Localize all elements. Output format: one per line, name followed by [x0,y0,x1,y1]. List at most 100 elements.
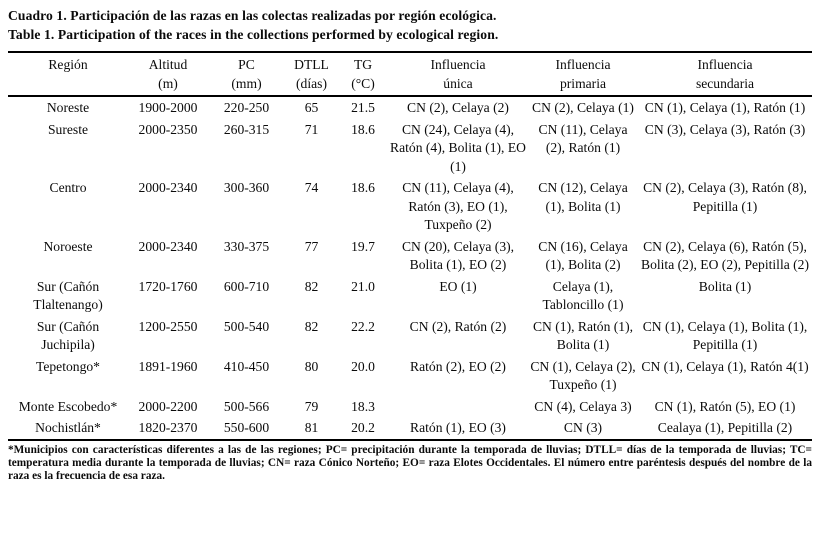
table-row-centro: Centro 2000-2340 300-360 74 18.6 CN (11)… [8,177,812,236]
cell-influencia-primaria: CN (1), Ratón (1), Bolita (1) [532,318,634,353]
cell-altitud: 2000-2350 [138,121,198,137]
header-line1: Influencia [430,57,486,72]
cell-influencia-unica: Ratón (1), EO (3) [410,420,506,435]
cell-pc: 410-450 [223,358,270,374]
cell-region: Sureste [47,121,89,137]
col-header-dtll: DTLL (días) [285,52,338,97]
header-line1: Altitud [148,57,188,72]
col-header-pc: PC (mm) [208,52,285,97]
cell-influencia-primaria: CN (12), Celaya (1), Bolita (1) [538,180,628,214]
cell-influencia-unica: CN (2), Celaya (2) [407,100,509,115]
header-line1: Influencia [697,57,753,72]
table-row-nochistlan: Nochistlán* 1820-2370 550-600 81 20.2 Ra… [8,417,812,440]
cell-influencia-primaria: CN (16), Celaya (1), Bolita (2) [538,238,628,273]
cell-dtll: 80 [304,358,319,374]
cell-pc: 260-315 [223,121,270,137]
col-header-altitud: Altitud (m) [128,52,208,97]
cell-region: Tepetongo* [36,358,100,374]
header-line2 [10,75,126,94]
header-line2: (mm) [231,75,262,91]
col-header-tg: TG (°C) [338,52,388,97]
table-row-tepetongo: Tepetongo* 1891-1960 410-450 80 20.0 Rat… [8,356,812,396]
cell-pc: 550-600 [223,420,270,435]
table-row-monte-escobedo: Monte Escobedo* 2000-2200 500-566 79 18.… [8,396,812,418]
cell-influencia-primaria: CN (11), Celaya (2), Ratón (1) [538,121,628,156]
header-line2: única [443,75,473,91]
cell-influencia-secundaria: CN (1), Ratón (5), EO (1) [654,398,796,414]
cell-region: Noreste [46,100,90,115]
cell-dtll: 74 [304,180,319,195]
cell-dtll: 71 [304,121,319,137]
cell-tg: 22.2 [351,318,375,334]
header-line2: (días) [296,75,327,91]
cell-tg: 18.3 [351,398,375,414]
cell-tg: 21.0 [351,278,375,294]
cell-influencia-secundaria: Bolita (1) [698,278,752,294]
table-row-noroeste: Noroeste 2000-2340 330-375 77 19.7 CN (2… [8,236,812,276]
cell-tg: 20.0 [351,358,375,374]
header-line1: Región [48,57,88,72]
cell-influencia-secundaria: CN (3), Celaya (3), Ratón (3) [644,121,806,137]
cell-influencia-secundaria: Cealaya (1), Pepitilla (2) [657,420,793,435]
table-footnote: *Municipios con características diferent… [8,443,812,483]
cell-dtll: 82 [304,318,319,334]
cell-pc: 330-375 [223,238,270,254]
cell-influencia-unica: EO (1) [439,278,477,294]
header-row: Región Altitud (m) PC (mm) DTLL (días) TG (°… [8,52,812,97]
cell-tg: 18.6 [351,180,375,195]
cell-influencia-secundaria: CN (1), Celaya (1), Ratón (1) [644,100,806,115]
header-line1: DTLL [294,57,329,72]
header-line1: Influencia [555,57,611,72]
cell-dtll: 79 [304,398,319,414]
cell-influencia-unica: CN (24), Celaya (4), Ratón (4), Bolita (… [390,121,526,174]
races-table: Región Altitud (m) PC (mm) DTLL (días) TG (°… [8,51,812,441]
cell-dtll: 77 [304,238,319,254]
cell-region: Monte Escobedo* [18,398,118,414]
cell-region: Centro [49,180,87,195]
table-row-sur-tlaltenango: Sur (Cañón Tlaltenango) 1720-1760 600-71… [8,276,812,316]
cell-tg: 19.7 [351,238,375,254]
cell-pc: 500-566 [223,398,270,414]
cell-dtll: 82 [304,278,319,294]
page: Cuadro 1. Participación de las razas en … [8,6,812,483]
table-caption: Cuadro 1. Participación de las razas en … [8,6,812,44]
caption-english: Table 1. Participation of the races in t… [8,27,499,42]
cell-pc: 300-360 [223,180,270,195]
cell-influencia-secundaria: CN (2), Celaya (3), Ratón (8), Pepitilla… [643,180,807,214]
cell-tg: 21.5 [351,100,375,115]
cell-influencia-unica: CN (20), Celaya (3), Bolita (1), EO (2) [401,238,515,273]
cell-influencia-secundaria: CN (2), Celaya (6), Ratón (5), Bolita (2… [641,238,809,273]
header-line2: primaria [559,75,607,91]
cell-influencia-unica: CN (11), Celaya (4), Ratón (3), EO (1), … [402,180,514,232]
col-header-influencia-secundaria: Influencia secundaria [638,52,812,97]
cell-influencia-primaria: Celaya (1), Tabloncillo (1) [542,278,624,313]
cell-influencia-unica: Ratón (2), EO (2) [410,358,506,374]
header-line1: PC [238,57,255,72]
col-header-influencia-primaria: Influencia primaria [528,52,638,97]
table-row-sureste: Sureste 2000-2350 260-315 71 18.6 CN (24… [8,119,812,178]
table-row-noreste: Noreste 1900-2000 220-250 65 21.5 CN (2)… [8,96,812,119]
cell-altitud: 2000-2340 [138,180,198,195]
cell-altitud: 1891-1960 [138,358,198,374]
cell-region: Sur (Cañón Tlaltenango) [33,278,103,313]
cell-influencia-unica [388,396,528,418]
header-line1: TG [353,57,373,72]
cell-tg: 18.6 [351,121,375,137]
col-header-influencia-unica: Influencia única [388,52,528,97]
table-row-sur-juchipila: Sur (Cañón Juchipila) 1200-2550 500-540 … [8,316,812,356]
col-header-region: Región [8,52,128,97]
cell-altitud: 1720-1760 [138,278,198,294]
cell-influencia-secundaria: CN (1), Celaya (1), Bolita (1), Pepitill… [642,318,808,353]
header-line2: secundaria [695,75,755,91]
cell-altitud: 2000-2340 [138,238,198,254]
header-line2: (°C) [351,75,375,91]
cell-altitud: 1900-2000 [138,100,198,115]
cell-dtll: 65 [304,100,319,115]
cell-influencia-secundaria: CN (1), Celaya (1), Ratón 4(1) [641,358,809,374]
caption-spanish: Cuadro 1. Participación de las razas en … [8,8,497,23]
cell-influencia-primaria: CN (2), Celaya (1) [532,100,634,115]
cell-pc: 600-710 [223,278,270,294]
cell-region: Nochistlán* [35,420,101,435]
cell-pc: 500-540 [223,318,270,334]
cell-dtll: 81 [304,420,319,435]
